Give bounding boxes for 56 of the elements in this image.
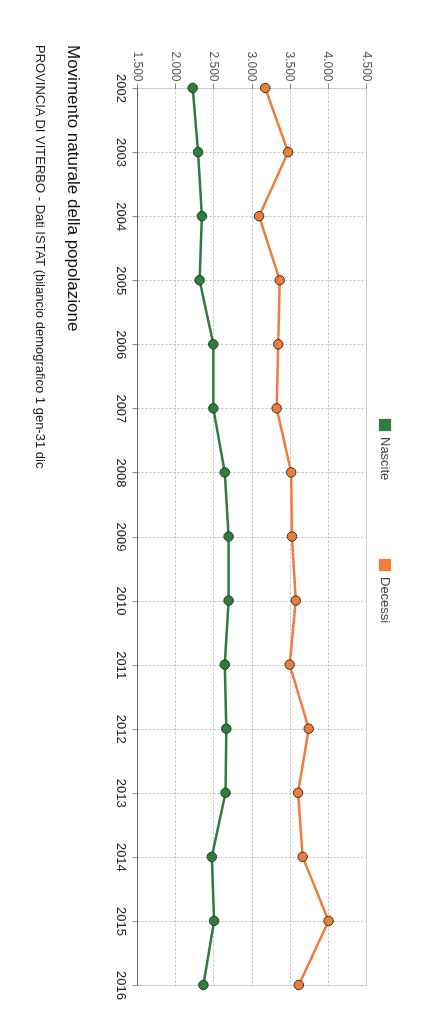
point xyxy=(208,915,220,927)
text: PROVINCIA DI VITERBO - Dati ISTAT (bilancio demografico 1 gen-31 dic xyxy=(33,45,48,469)
y-tick-label: 2011 xyxy=(113,651,129,680)
point xyxy=(293,979,305,991)
legend-label: Decessi xyxy=(378,577,393,624)
point xyxy=(223,531,234,542)
y-tick-label: 2012 xyxy=(113,714,129,744)
y-tick-label: 2016 xyxy=(113,971,129,1000)
point xyxy=(198,979,209,991)
point xyxy=(208,339,219,350)
y-tick-label: 2014 xyxy=(113,842,129,872)
point xyxy=(290,595,302,606)
point xyxy=(187,82,198,94)
point xyxy=(208,403,219,414)
y-tick-label: 2006 xyxy=(113,330,129,360)
point xyxy=(192,146,204,158)
point xyxy=(285,467,297,478)
point xyxy=(303,723,314,734)
legend-label: Nascite xyxy=(378,437,393,481)
point xyxy=(219,659,231,670)
y-tick-label: 2009 xyxy=(113,522,129,552)
point xyxy=(260,82,271,94)
point xyxy=(220,787,231,799)
x-tick-label: 1.500 xyxy=(130,51,145,82)
y-tick-label: 2013 xyxy=(113,778,129,808)
x-tick-label: 3.000 xyxy=(245,51,259,82)
point xyxy=(297,851,308,863)
point xyxy=(282,146,294,158)
point xyxy=(323,915,334,927)
x-tick-label: 4.000 xyxy=(321,51,336,82)
point xyxy=(284,659,295,670)
x-tick-label: 2.000 xyxy=(168,51,183,82)
point xyxy=(272,339,284,350)
y-tick-label: 2015 xyxy=(113,906,129,936)
y-tick-label: 2002 xyxy=(113,74,129,103)
x-tick-label: 2.500 xyxy=(206,51,221,82)
point xyxy=(196,210,208,222)
point xyxy=(292,787,304,799)
point xyxy=(223,595,234,606)
point xyxy=(194,274,205,286)
point xyxy=(286,531,298,542)
point xyxy=(271,403,282,414)
point xyxy=(274,274,285,286)
x-tick-label: 3.500 xyxy=(283,51,298,82)
point xyxy=(253,210,265,222)
point xyxy=(221,723,232,734)
x-tick-label: 4.500 xyxy=(359,51,374,82)
y-tick-label: 2003 xyxy=(113,138,129,168)
y-tick-label: 2007 xyxy=(113,394,129,424)
y-tick-label: 2004 xyxy=(113,202,129,232)
point xyxy=(219,467,231,478)
y-tick-label: 2008 xyxy=(113,458,129,488)
point xyxy=(206,851,218,863)
y-tick-label: 2005 xyxy=(113,266,129,296)
y-tick-label: 2010 xyxy=(113,586,129,616)
text: Movimento naturale della popolazione xyxy=(64,45,83,332)
